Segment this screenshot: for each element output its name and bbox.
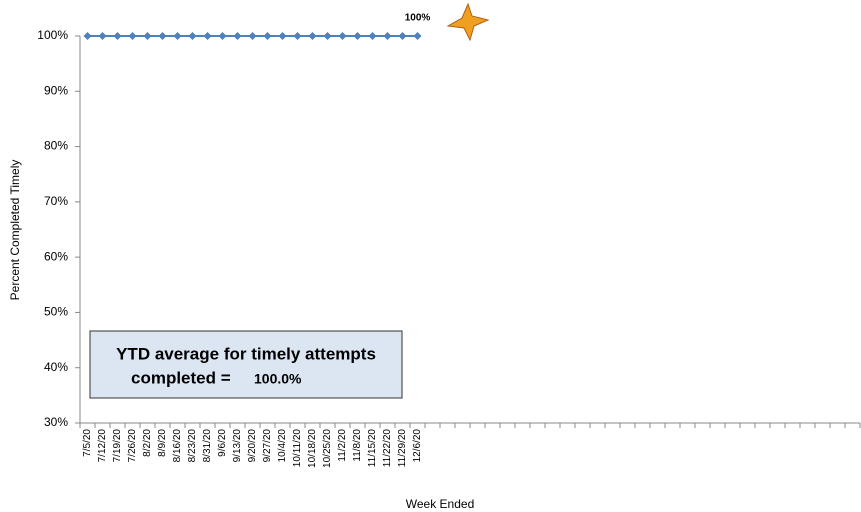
annotation-value: 100.0% <box>254 371 302 387</box>
y-tick-label: 80% <box>44 139 68 153</box>
x-tick-label: 10/18/20 <box>307 429 318 468</box>
x-tick-label: 10/4/20 <box>277 429 288 463</box>
marker <box>383 32 392 40</box>
annotation-line: completed = <box>131 368 231 387</box>
x-tick-label: 9/20/20 <box>247 429 258 463</box>
marker <box>338 32 347 40</box>
y-tick-label: 50% <box>44 305 68 319</box>
marker <box>398 32 407 40</box>
x-tick-label: 10/11/20 <box>292 429 303 468</box>
marker <box>308 32 317 40</box>
x-tick-label: 9/13/20 <box>232 429 243 463</box>
marker <box>143 32 152 40</box>
x-tick-label: 8/16/20 <box>172 429 183 463</box>
marker <box>158 32 167 40</box>
x-tick-label: 11/15/20 <box>367 429 378 468</box>
marker <box>98 32 107 40</box>
y-tick-label: 60% <box>44 249 68 263</box>
x-tick-label: 7/12/20 <box>97 429 108 463</box>
star-icon <box>446 2 490 42</box>
x-tick-label: 7/26/20 <box>127 429 138 463</box>
x-tick-label: 8/23/20 <box>187 429 198 463</box>
marker <box>278 32 287 40</box>
marker <box>218 32 227 40</box>
marker <box>263 32 272 40</box>
marker <box>413 32 422 40</box>
y-tick-label: 100% <box>37 28 68 42</box>
marker <box>368 32 377 40</box>
x-tick-label: 12/6/20 <box>412 429 423 463</box>
x-tick-label: 9/27/20 <box>262 429 273 463</box>
data-label: 100% <box>405 13 431 24</box>
marker <box>293 32 302 40</box>
x-tick-label: 8/9/20 <box>157 429 168 457</box>
x-tick-label: 8/31/20 <box>202 429 213 463</box>
x-tick-label: 11/29/20 <box>397 429 408 468</box>
marker <box>188 32 197 40</box>
annotation-box <box>89 330 403 399</box>
y-tick-label: 40% <box>44 360 68 374</box>
marker <box>323 32 332 40</box>
x-tick-label: 7/5/20 <box>82 429 93 457</box>
x-tick-label: 11/22/20 <box>382 429 393 468</box>
marker <box>173 32 182 40</box>
x-axis-title: Week Ended <box>406 497 475 511</box>
y-tick-label: 30% <box>44 415 68 429</box>
marker <box>248 32 257 40</box>
marker <box>128 32 137 40</box>
marker <box>233 32 242 40</box>
marker <box>83 32 92 40</box>
marker <box>113 32 122 40</box>
marker <box>353 32 362 40</box>
annotation-line: YTD average for timely attempts <box>116 344 376 363</box>
x-tick-label: 11/2/20 <box>337 429 348 462</box>
x-tick-label: 7/19/20 <box>112 429 123 463</box>
x-tick-label: 10/25/20 <box>322 429 333 468</box>
marker <box>203 32 212 40</box>
y-axis-title: Percent Completed Timely <box>8 160 22 301</box>
y-tick-label: 70% <box>44 194 68 208</box>
x-tick-label: 8/2/20 <box>142 429 153 457</box>
y-tick-label: 90% <box>44 83 68 97</box>
x-tick-label: 11/8/20 <box>352 429 363 462</box>
x-tick-label: 9/6/20 <box>217 429 228 457</box>
